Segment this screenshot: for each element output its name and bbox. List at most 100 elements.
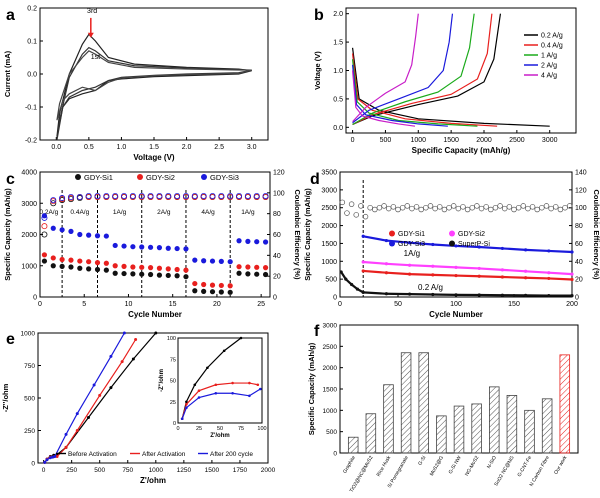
y-tick-label: 500 [24, 396, 35, 403]
capacity-point [384, 271, 388, 275]
x-axis-label: Cycle Number [128, 310, 182, 319]
x-tick-label: 0 [38, 301, 42, 308]
x-tick-label: 0.0 [51, 144, 61, 151]
capacity-point [361, 260, 365, 264]
capacity-point [227, 283, 233, 289]
x-axis-label: Z'/ohm [140, 476, 166, 485]
capacity-point [41, 258, 48, 264]
capacity-point [94, 233, 101, 239]
capacity-point [147, 271, 154, 278]
capacity-point [209, 282, 216, 288]
capacity-point [112, 242, 118, 249]
x-axis-label: Voltage (V) [133, 153, 175, 162]
y-tick-label: 0.2 [27, 6, 37, 13]
capacity-point [103, 260, 109, 266]
x-tick-label: 0.5 [84, 144, 94, 151]
capacity-point [147, 244, 154, 250]
nyquist-point [154, 331, 158, 335]
capacity-point [570, 277, 574, 282]
capacity-point [165, 245, 171, 251]
y-tick-label: 0.0 [333, 125, 343, 132]
ce-point [76, 193, 83, 200]
capacity-point [227, 289, 233, 295]
capacity-point [218, 289, 224, 295]
inset-y-tick-label: 0 [173, 421, 176, 427]
discharge-curve [351, 53, 498, 127]
y-tick-label: 500 [326, 429, 337, 436]
ce-point [209, 192, 216, 199]
x-tick-label: 2500 [509, 137, 525, 144]
x-tick-label: 0 [42, 467, 46, 474]
capacity-point [68, 228, 74, 234]
x-tick-label: 3.0 [247, 144, 257, 151]
panel-label: e [6, 331, 15, 348]
nyquist-point [64, 445, 68, 449]
x-tick-label: 10 [125, 301, 133, 308]
capacity-point [355, 287, 359, 291]
nyquist-curve [44, 339, 137, 463]
legend-label: GDY-Si3 [210, 173, 239, 182]
y-axis-label: Voltage (V) [313, 51, 322, 90]
cv-curve [56, 50, 252, 121]
ce-point [399, 204, 406, 211]
capacity-point [245, 264, 251, 270]
y-tick-label: 1000 [21, 331, 36, 338]
nyquist-point [45, 458, 49, 462]
bar [541, 398, 553, 454]
x-axis-label: Cycle Number [429, 310, 483, 319]
legend-marker [389, 240, 395, 247]
inset-point [197, 396, 201, 399]
nyquist-point [75, 429, 79, 432]
capacity-point [262, 271, 269, 278]
capacity-point [547, 271, 551, 275]
y-right-axis-label: Coulombic Efficiency (%) [592, 189, 600, 280]
capacity-point [408, 241, 412, 245]
y-tick-label: 3000 [21, 201, 37, 208]
legend-marker [389, 230, 395, 237]
x-tick-label: 2000 [476, 137, 492, 144]
nyquist-point [120, 360, 124, 364]
inset-point [206, 366, 209, 370]
capacity-point [139, 271, 145, 277]
ce-point [543, 203, 550, 209]
capacity-point [547, 293, 551, 298]
panel-label: f [314, 323, 320, 340]
legend-label: After Activation [142, 451, 186, 458]
capacity-point [245, 271, 251, 277]
ce-point [423, 204, 429, 211]
charge-curve [352, 13, 419, 123]
capacity-point [201, 288, 207, 294]
capacity-point [192, 288, 198, 294]
y-tick-label: 0.1 [27, 39, 37, 46]
rate-label: 0.2A/g [39, 209, 58, 216]
capacity-point [183, 274, 189, 280]
charge-curve [352, 13, 454, 124]
capacity-point [361, 269, 365, 273]
nyquist-point [55, 455, 59, 458]
capacity-point [254, 239, 260, 245]
y-tick-label: 1500 [323, 387, 338, 394]
capacity-line [363, 269, 573, 281]
capacity-point [570, 272, 574, 276]
nyquist-point [122, 331, 126, 335]
y-tick-label: 2000 [321, 223, 337, 230]
capacity-point [86, 266, 92, 272]
capacity-point [50, 255, 56, 261]
capacity-point [339, 270, 343, 274]
x-tick-label: 25 [257, 301, 265, 308]
y-right-tick-label: 40 [273, 253, 281, 260]
capacity-line [363, 260, 573, 276]
ce-point [525, 205, 531, 212]
x-tick-label: 500 [380, 137, 392, 144]
capacity-point [50, 263, 56, 269]
y-tick-label: 3500 [321, 170, 337, 177]
capacity-point [174, 273, 180, 279]
panel-f: 0 500 1000 1500 2000 2500 3000 Specific Capacit… [307, 323, 579, 494]
y-tick-label: 2500 [323, 344, 338, 351]
capacity-point [68, 257, 74, 263]
inset-x-tick-label: 100 [257, 426, 266, 432]
category-label: G-Si [417, 455, 427, 467]
y-right-tick-label: 120 [575, 187, 587, 194]
nyquist-point [131, 357, 135, 361]
ce-point [262, 192, 269, 199]
